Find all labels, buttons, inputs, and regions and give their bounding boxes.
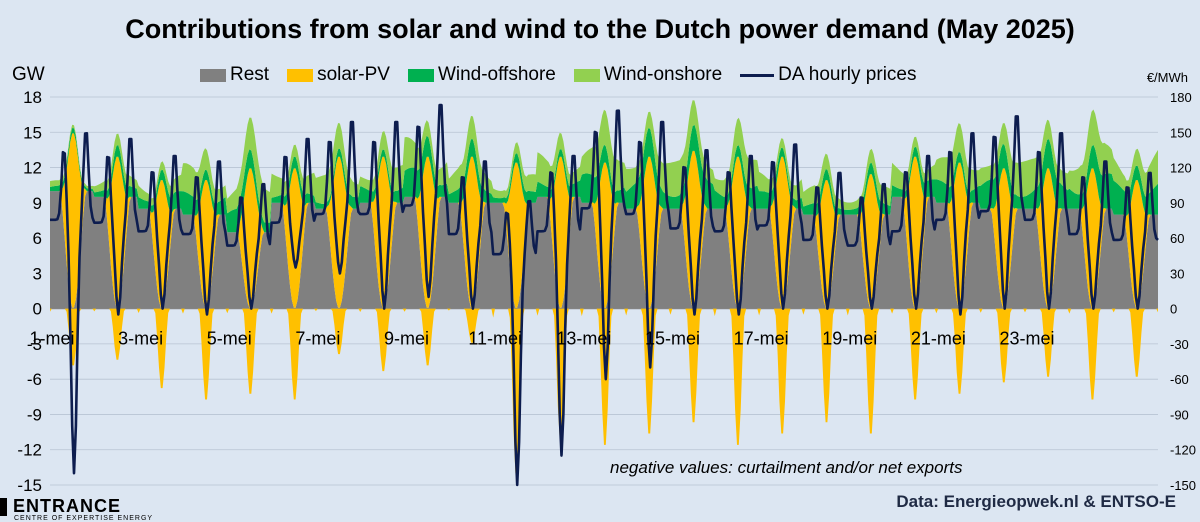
y-axis-left: 18 15 12 9 6 3 0 -3 -6 -9 -12 -15 [17, 88, 42, 495]
x-tick-label: 23-mei [1000, 329, 1055, 349]
legend-swatch-rest [200, 68, 226, 82]
x-tick-label: 11-mei [468, 329, 522, 349]
y-right-tick-label: 150 [1170, 125, 1192, 140]
x-tick-label: 19-mei [822, 329, 877, 349]
chart-title: Contributions from solar and wind to the… [125, 14, 1075, 44]
y-left-tick-label: 3 [33, 264, 42, 283]
y-right-tick-label: 30 [1170, 266, 1184, 281]
y-right-tick-label: -150 [1170, 478, 1196, 493]
x-tick-label: 3-mei [118, 329, 163, 349]
logo-mark-icon [0, 497, 7, 516]
legend-swatch-solar [287, 68, 314, 82]
legend-label-price: DA hourly prices [778, 64, 917, 85]
legend-label-rest: Rest [230, 64, 270, 85]
y-left-tick-label: -12 [17, 441, 42, 460]
y-axis-left-title: GW [12, 64, 45, 85]
y-left-tick-label: 6 [33, 229, 42, 248]
legend-swatch-onshore [573, 68, 600, 82]
y-right-tick-label: 90 [1170, 196, 1184, 211]
y-right-tick-label: -120 [1170, 443, 1196, 458]
x-tick-label: 13-mei [556, 329, 611, 349]
y-left-tick-label: -3 [27, 335, 42, 354]
y-left-tick-label: -9 [27, 405, 42, 424]
legend-label-onshore: Wind-onshore [603, 64, 723, 85]
area-solar-pv [50, 133, 1158, 308]
logo-tagline: CENTRE OF EXPERTISE ENERGY [14, 515, 154, 522]
legend-item-rest: Rest [200, 64, 269, 86]
y-left-tick-label: 18 [23, 88, 42, 107]
x-tick-label: 15-mei [645, 329, 700, 349]
y-left-tick-label: 9 [33, 194, 42, 213]
x-tick-label: 17-mei [734, 329, 789, 349]
y-left-tick-label: -15 [17, 476, 42, 495]
logo: ENTRANCE CENTRE OF EXPERTISE ENERGY [0, 496, 153, 522]
y-left-tick-label: 15 [23, 123, 42, 142]
area-solar-pv-negative [50, 308, 1158, 474]
y-left-tick-label: 12 [23, 159, 42, 178]
y-right-tick-label: 60 [1170, 231, 1184, 246]
y-right-tick-label: 120 [1170, 161, 1192, 176]
logo-name: ENTRANCE [13, 496, 122, 516]
legend-swatch-offshore [407, 68, 434, 82]
x-tick-label: 9-mei [384, 329, 429, 349]
y-right-tick-label: 0 [1170, 302, 1177, 317]
legend-item-solar: solar-PV [287, 64, 390, 86]
y-axis-right: 180 150 120 90 60 30 0 -30 -60 -90 -120 -150 [1170, 90, 1196, 493]
x-tick-label: 5-mei [207, 329, 252, 349]
x-tick-label: 7-mei [295, 329, 340, 349]
y-right-tick-label: -30 [1170, 337, 1189, 352]
legend-item-offshore: Wind-offshore [407, 64, 556, 86]
legend-item-onshore: Wind-onshore [573, 64, 723, 86]
y-right-tick-label: -60 [1170, 372, 1189, 387]
y-right-tick-label: -90 [1170, 407, 1189, 422]
area-rest [50, 191, 1158, 309]
y-left-tick-label: 0 [33, 300, 42, 319]
series-line-da-hourly-prices [50, 103, 1159, 487]
y-left-tick-label: -6 [27, 370, 42, 389]
y-right-tick-label: 180 [1170, 90, 1192, 105]
legend-label-solar: solar-PV [317, 64, 390, 85]
source-credit: Data: Energieopwek.nl & ENTSO-E [896, 492, 1176, 511]
y-axis-right-title: €/MWh [1146, 70, 1188, 85]
legend-swatch-price [740, 73, 775, 77]
price-line-group [50, 103, 1159, 487]
legend-item-price: DA hourly prices [740, 64, 917, 86]
legend: Rest solar-PV Wind-offshore Wind-onshore… [200, 64, 917, 86]
annotation-note: negative values: curtailment and/or net … [610, 458, 963, 477]
x-tick-label: 1-mei [29, 329, 74, 349]
legend-label-offshore: Wind-offshore [437, 64, 556, 85]
x-axis-labels: 1-mei 3-mei 5-mei 7-mei 9-mei 11-mei 13-mei 15-… [29, 329, 1054, 349]
x-tick-label: 21-mei [911, 329, 966, 349]
